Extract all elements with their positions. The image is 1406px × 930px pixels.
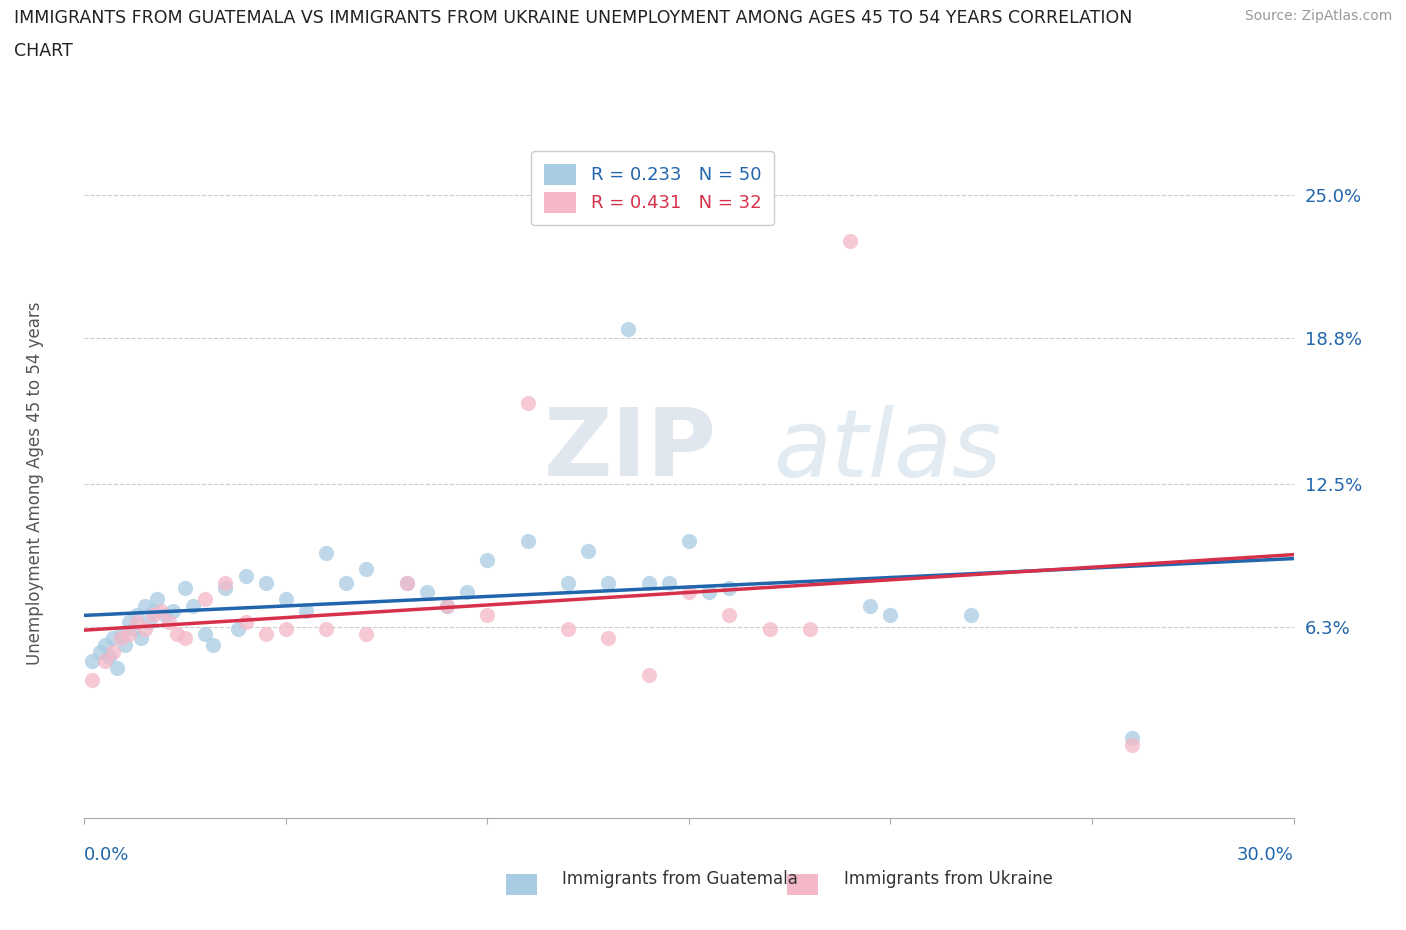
Point <box>718 580 741 595</box>
Point <box>516 534 538 549</box>
Point <box>658 576 681 591</box>
Text: 30.0%: 30.0% <box>1237 846 1294 864</box>
Point <box>174 580 197 595</box>
Point <box>1121 730 1143 745</box>
Point <box>598 631 620 645</box>
Point <box>315 621 337 636</box>
Text: Immigrants from Guatemala: Immigrants from Guatemala <box>562 870 799 888</box>
Point <box>516 395 538 410</box>
Point <box>214 580 236 595</box>
Point <box>142 604 165 618</box>
Point <box>138 615 160 630</box>
Point <box>226 621 249 636</box>
Point <box>166 626 188 641</box>
Point <box>101 631 124 645</box>
Point <box>456 585 478 600</box>
Point <box>89 644 111 659</box>
Point <box>134 621 156 636</box>
Text: Source: ZipAtlas.com: Source: ZipAtlas.com <box>1244 9 1392 23</box>
Point <box>101 644 124 659</box>
Point <box>315 545 337 560</box>
Point <box>637 576 659 591</box>
Point <box>395 576 418 591</box>
Point <box>235 615 257 630</box>
Point <box>557 576 579 591</box>
Point <box>110 626 132 641</box>
Text: atlas: atlas <box>773 405 1002 496</box>
Point <box>356 626 378 641</box>
Point <box>149 604 172 618</box>
Point <box>93 654 115 669</box>
Point <box>678 585 700 600</box>
Point <box>142 608 165 623</box>
Text: Unemployment Among Ages 45 to 54 years: Unemployment Among Ages 45 to 54 years <box>27 302 44 665</box>
Point <box>146 591 169 606</box>
Text: ZIP: ZIP <box>544 405 717 496</box>
Legend: R = 0.233   N = 50, R = 0.431   N = 32: R = 0.233 N = 50, R = 0.431 N = 32 <box>531 152 775 225</box>
Text: IMMIGRANTS FROM GUATEMALA VS IMMIGRANTS FROM UKRAINE UNEMPLOYMENT AMONG AGES 45 : IMMIGRANTS FROM GUATEMALA VS IMMIGRANTS … <box>14 9 1132 27</box>
Point <box>335 576 357 591</box>
Point <box>576 543 599 558</box>
Point <box>799 621 821 636</box>
Point <box>960 608 983 623</box>
Point <box>121 621 143 636</box>
Point <box>617 322 640 337</box>
Point <box>105 661 128 676</box>
Point <box>477 608 499 623</box>
Point <box>97 649 120 664</box>
Point <box>879 608 901 623</box>
Text: CHART: CHART <box>14 42 73 60</box>
Point <box>118 615 141 630</box>
Point <box>697 585 720 600</box>
Point <box>125 615 148 630</box>
Point <box>153 608 176 623</box>
Point <box>557 621 579 636</box>
Point <box>718 608 741 623</box>
Point <box>181 599 204 614</box>
Point <box>416 585 439 600</box>
Point <box>758 621 780 636</box>
Point <box>202 638 225 653</box>
Point <box>82 672 104 687</box>
Point <box>194 626 217 641</box>
Point <box>114 638 136 653</box>
Point <box>157 615 180 630</box>
Point <box>82 654 104 669</box>
Point <box>214 576 236 591</box>
Point <box>637 668 659 683</box>
Point <box>118 626 141 641</box>
Point <box>395 576 418 591</box>
Point <box>274 591 297 606</box>
Point <box>110 631 132 645</box>
Point <box>134 599 156 614</box>
Point <box>1121 737 1143 752</box>
Point <box>598 576 620 591</box>
Point <box>254 576 277 591</box>
Point <box>194 591 217 606</box>
Point <box>477 552 499 567</box>
Point <box>436 599 458 614</box>
Point <box>235 568 257 583</box>
Text: Immigrants from Ukraine: Immigrants from Ukraine <box>844 870 1053 888</box>
Point <box>839 233 862 248</box>
Point <box>174 631 197 645</box>
Point <box>436 599 458 614</box>
Point <box>859 599 882 614</box>
Point <box>274 621 297 636</box>
Point <box>356 562 378 577</box>
Point <box>254 626 277 641</box>
Point <box>125 608 148 623</box>
Point <box>93 638 115 653</box>
Point <box>129 631 152 645</box>
Point <box>162 604 184 618</box>
Point <box>295 604 318 618</box>
Point <box>678 534 700 549</box>
Text: 0.0%: 0.0% <box>84 846 129 864</box>
